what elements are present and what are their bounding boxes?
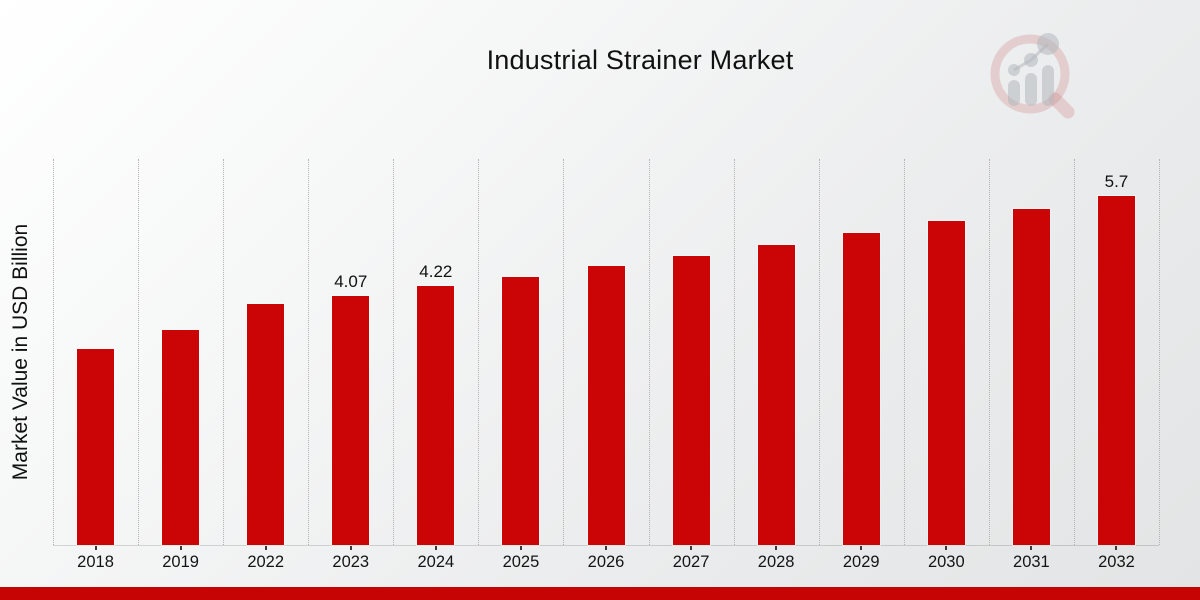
vertical-gridline xyxy=(563,159,565,545)
plot-area: 2018 2019 2022 4.07 2023 4.22 2024 2025 2026 2027… xyxy=(53,159,1160,571)
bar-value-label-2032: 5.7 xyxy=(1104,171,1129,191)
chart-title: Industrial Strainer Market xyxy=(486,45,794,75)
vertical-gridline xyxy=(478,159,480,545)
x-axis-label-2028: 2028 xyxy=(757,553,795,571)
bar-2028 xyxy=(757,244,795,545)
x-axis-label-2023: 2023 xyxy=(332,553,370,571)
logo-dot-3 xyxy=(1037,33,1059,55)
vertical-gridline xyxy=(903,159,905,545)
x-axis-label-2032: 2032 xyxy=(1098,553,1135,571)
bar-2026 xyxy=(587,266,625,545)
vertical-gridline xyxy=(648,159,650,545)
x-axis-tick xyxy=(605,546,607,550)
x-axis-tick xyxy=(945,546,948,550)
x-axis-tick xyxy=(349,546,352,550)
y-axis-label: Market Value in USD Billion xyxy=(9,223,32,481)
vertical-gridline xyxy=(818,159,820,545)
vertical-gridline xyxy=(393,159,395,545)
x-axis-tick xyxy=(94,546,97,550)
x-axis-tick xyxy=(519,546,522,550)
bar-2029 xyxy=(842,233,880,545)
vertical-gridline xyxy=(138,159,140,545)
bar-2031 xyxy=(1012,208,1050,545)
vertical-gridline xyxy=(53,159,54,545)
magnifier-handle xyxy=(1048,92,1075,119)
x-axis-label-2026: 2026 xyxy=(587,553,625,571)
x-axis-label-2022: 2022 xyxy=(247,553,285,571)
bottom-accent-band xyxy=(0,587,1200,600)
bar-2030 xyxy=(927,220,965,545)
x-axis-tick xyxy=(1030,546,1033,550)
bar-2024 xyxy=(417,286,455,545)
x-axis-tick xyxy=(775,546,778,550)
x-axis-tick xyxy=(179,546,182,550)
magnifier-ring xyxy=(990,34,1070,114)
x-axis-label-2025: 2025 xyxy=(502,553,540,571)
vertical-gridline xyxy=(1073,159,1075,545)
vertical-gridline xyxy=(1159,159,1160,545)
bar-2023 xyxy=(332,295,370,545)
x-axis-label-2030: 2030 xyxy=(927,553,965,571)
logo-bar-3 xyxy=(1042,65,1054,106)
x-axis-tick xyxy=(690,546,693,550)
x-axis-label-2024: 2024 xyxy=(417,553,455,571)
bar-2032 xyxy=(1097,195,1135,545)
vertical-gridline xyxy=(223,159,225,545)
logo-dot-1 xyxy=(1008,64,1020,76)
x-axis-label-2019: 2019 xyxy=(162,553,199,571)
vertical-gridline xyxy=(733,159,735,545)
bar-2019 xyxy=(162,329,200,545)
x-axis-tick xyxy=(434,546,437,550)
bar-2022 xyxy=(247,304,285,545)
x-axis-tick xyxy=(264,546,267,550)
bar-2027 xyxy=(672,255,710,545)
magnifier-growth-chart-logo-icon xyxy=(990,33,1075,119)
logo-bar-2 xyxy=(1025,73,1037,106)
logo-dot-2 xyxy=(1024,53,1038,67)
bar-value-label-2024: 4.22 xyxy=(419,262,453,282)
bar-2018 xyxy=(77,348,115,545)
x-axis-tick xyxy=(860,546,863,550)
x-axis-label-2029: 2029 xyxy=(842,553,880,571)
vertical-gridline xyxy=(988,159,990,545)
vertical-gridline xyxy=(308,159,310,545)
x-axis-tick xyxy=(1115,546,1118,550)
bar-2025 xyxy=(502,276,540,545)
x-axis-label-2031: 2031 xyxy=(1013,553,1050,571)
logo-bar-1 xyxy=(1008,80,1020,106)
x-axis-label-2027: 2027 xyxy=(672,553,710,571)
bar-value-label-2023: 4.07 xyxy=(334,271,368,291)
x-axis-label-2018: 2018 xyxy=(77,553,114,571)
